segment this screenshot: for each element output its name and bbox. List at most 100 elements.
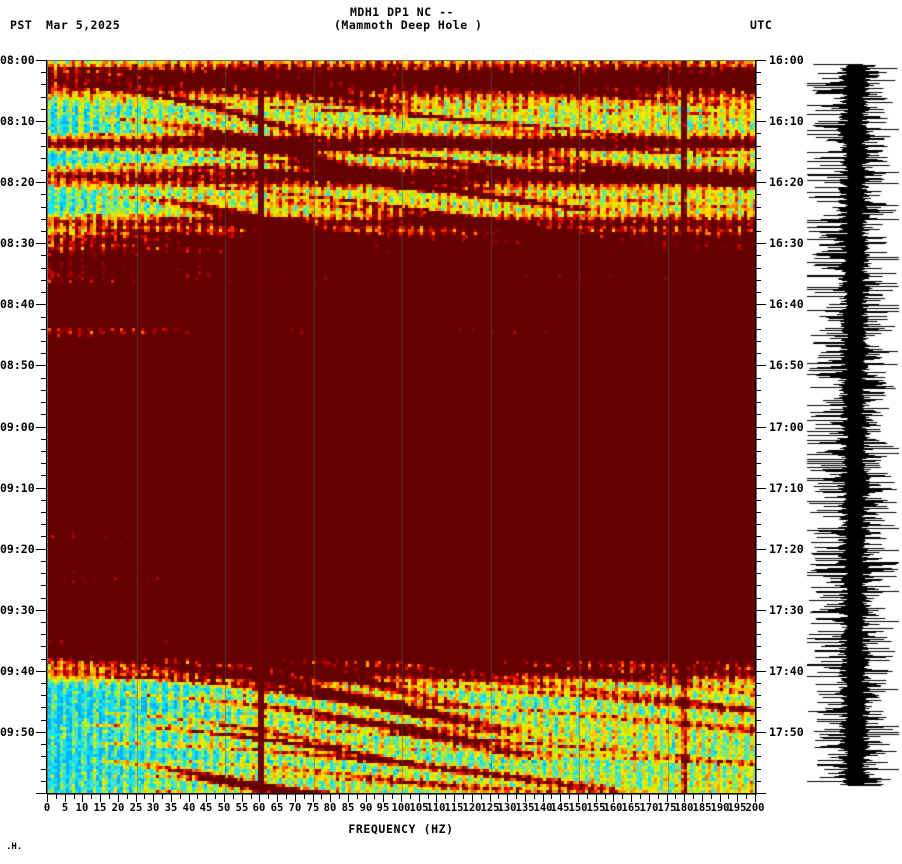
axis-minor-tick	[41, 84, 47, 85]
time-axis-label: 16:50	[769, 358, 804, 372]
axis-minor-tick	[755, 536, 761, 537]
axis-minor-tick	[41, 97, 47, 98]
frequency-axis-label: 130	[497, 802, 517, 814]
axis-minor-tick	[755, 524, 761, 525]
axis-major-tick	[613, 794, 614, 802]
axis-minor-tick	[41, 536, 47, 537]
frequency-axis-label: 185	[692, 802, 712, 814]
time-axis-label: 17:20	[769, 542, 804, 556]
axis-minor-tick	[622, 794, 623, 799]
axis-minor-tick	[41, 353, 47, 354]
axis-minor-tick	[215, 794, 216, 799]
axis-major-tick	[490, 794, 491, 802]
time-axis-label: 08:00	[0, 53, 35, 67]
axis-major-tick	[755, 427, 766, 428]
time-axis-label: 09:00	[0, 420, 35, 434]
axis-minor-tick	[658, 794, 659, 799]
axis-minor-tick	[755, 268, 761, 269]
axis-minor-tick	[41, 390, 47, 391]
axis-minor-tick	[41, 280, 47, 281]
axis-major-tick	[36, 793, 47, 794]
axis-major-tick	[153, 794, 154, 802]
axis-minor-tick	[711, 794, 712, 799]
axis-minor-tick	[605, 794, 606, 799]
frequency-axis-title: FREQUENCY (HZ)	[348, 822, 454, 836]
axis-minor-tick	[551, 794, 552, 799]
axis-minor-tick	[746, 794, 747, 799]
axis-minor-tick	[755, 158, 761, 159]
frequency-axis-label: 165	[621, 802, 641, 814]
axis-minor-tick	[41, 720, 47, 721]
axis-minor-tick	[755, 707, 761, 708]
axis-major-tick	[171, 794, 172, 802]
frequency-axis-label: 80	[323, 802, 337, 814]
axis-minor-tick	[41, 573, 47, 574]
frequency-axis-label: 150	[568, 802, 588, 814]
axis-minor-tick	[587, 794, 588, 799]
axis-major-tick	[419, 794, 420, 802]
axis-minor-tick	[268, 794, 269, 799]
axis-minor-tick	[498, 794, 499, 799]
axis-minor-tick	[392, 794, 393, 799]
axis-minor-tick	[693, 794, 694, 799]
axis-minor-tick	[755, 402, 761, 403]
frequency-axis-label: 75	[306, 802, 320, 814]
time-axis-label: 08:30	[0, 236, 35, 250]
axis-major-tick	[330, 794, 331, 802]
axis-minor-tick	[41, 756, 47, 757]
date-label: Mar 5,2025	[46, 18, 121, 32]
axis-major-tick	[36, 365, 47, 366]
axis-minor-tick	[675, 794, 676, 799]
frequency-axis-label: 5	[61, 802, 69, 814]
time-axis-label: 16:20	[769, 175, 804, 189]
axis-minor-tick	[755, 97, 761, 98]
axis-major-tick	[649, 794, 650, 802]
axis-minor-tick	[41, 439, 47, 440]
corner-mark: .H.	[6, 842, 23, 852]
frequency-axis-label: 195	[727, 802, 747, 814]
axis-major-tick	[755, 60, 766, 61]
axis-major-tick	[36, 549, 47, 550]
frequency-axis-label: 65	[270, 802, 284, 814]
axis-major-tick	[36, 732, 47, 733]
frequency-axis-label: 20	[111, 802, 125, 814]
axis-minor-tick	[144, 794, 145, 799]
frequency-axis-label: 60	[252, 802, 266, 814]
axis-minor-tick	[481, 794, 482, 799]
axis-minor-tick	[41, 646, 47, 647]
axis-minor-tick	[755, 769, 761, 770]
axis-minor-tick	[197, 794, 198, 799]
axis-major-tick	[36, 671, 47, 672]
axis-minor-tick	[41, 133, 47, 134]
axis-major-tick	[472, 794, 473, 802]
frequency-axis-label: 25	[129, 802, 143, 814]
axis-minor-tick	[41, 695, 47, 696]
axis-minor-tick	[755, 109, 761, 110]
time-axis-label: 17:40	[769, 664, 804, 678]
axis-minor-tick	[286, 794, 287, 799]
axis-major-tick	[224, 794, 225, 802]
axis-minor-tick	[41, 598, 47, 599]
axis-minor-tick	[41, 292, 47, 293]
axis-minor-tick	[321, 794, 322, 799]
axis-major-tick	[755, 794, 756, 802]
axis-minor-tick	[755, 329, 761, 330]
axis-major-tick	[401, 794, 402, 802]
axis-minor-tick	[755, 683, 761, 684]
axis-major-tick	[543, 794, 544, 802]
axis-minor-tick	[41, 109, 47, 110]
axis-major-tick	[684, 794, 685, 802]
axis-minor-tick	[755, 219, 761, 220]
axis-minor-tick	[41, 402, 47, 403]
axis-minor-tick	[41, 524, 47, 525]
axis-minor-tick	[755, 170, 761, 171]
axis-minor-tick	[755, 207, 761, 208]
time-axis-label: 17:30	[769, 603, 804, 617]
axis-major-tick	[454, 794, 455, 802]
axis-major-tick	[631, 794, 632, 802]
timezone-right-label: UTC	[750, 18, 773, 32]
axis-minor-tick	[251, 794, 252, 799]
axis-minor-tick	[41, 659, 47, 660]
axis-major-tick	[348, 794, 349, 802]
time-axis-label: 08:20	[0, 175, 35, 189]
